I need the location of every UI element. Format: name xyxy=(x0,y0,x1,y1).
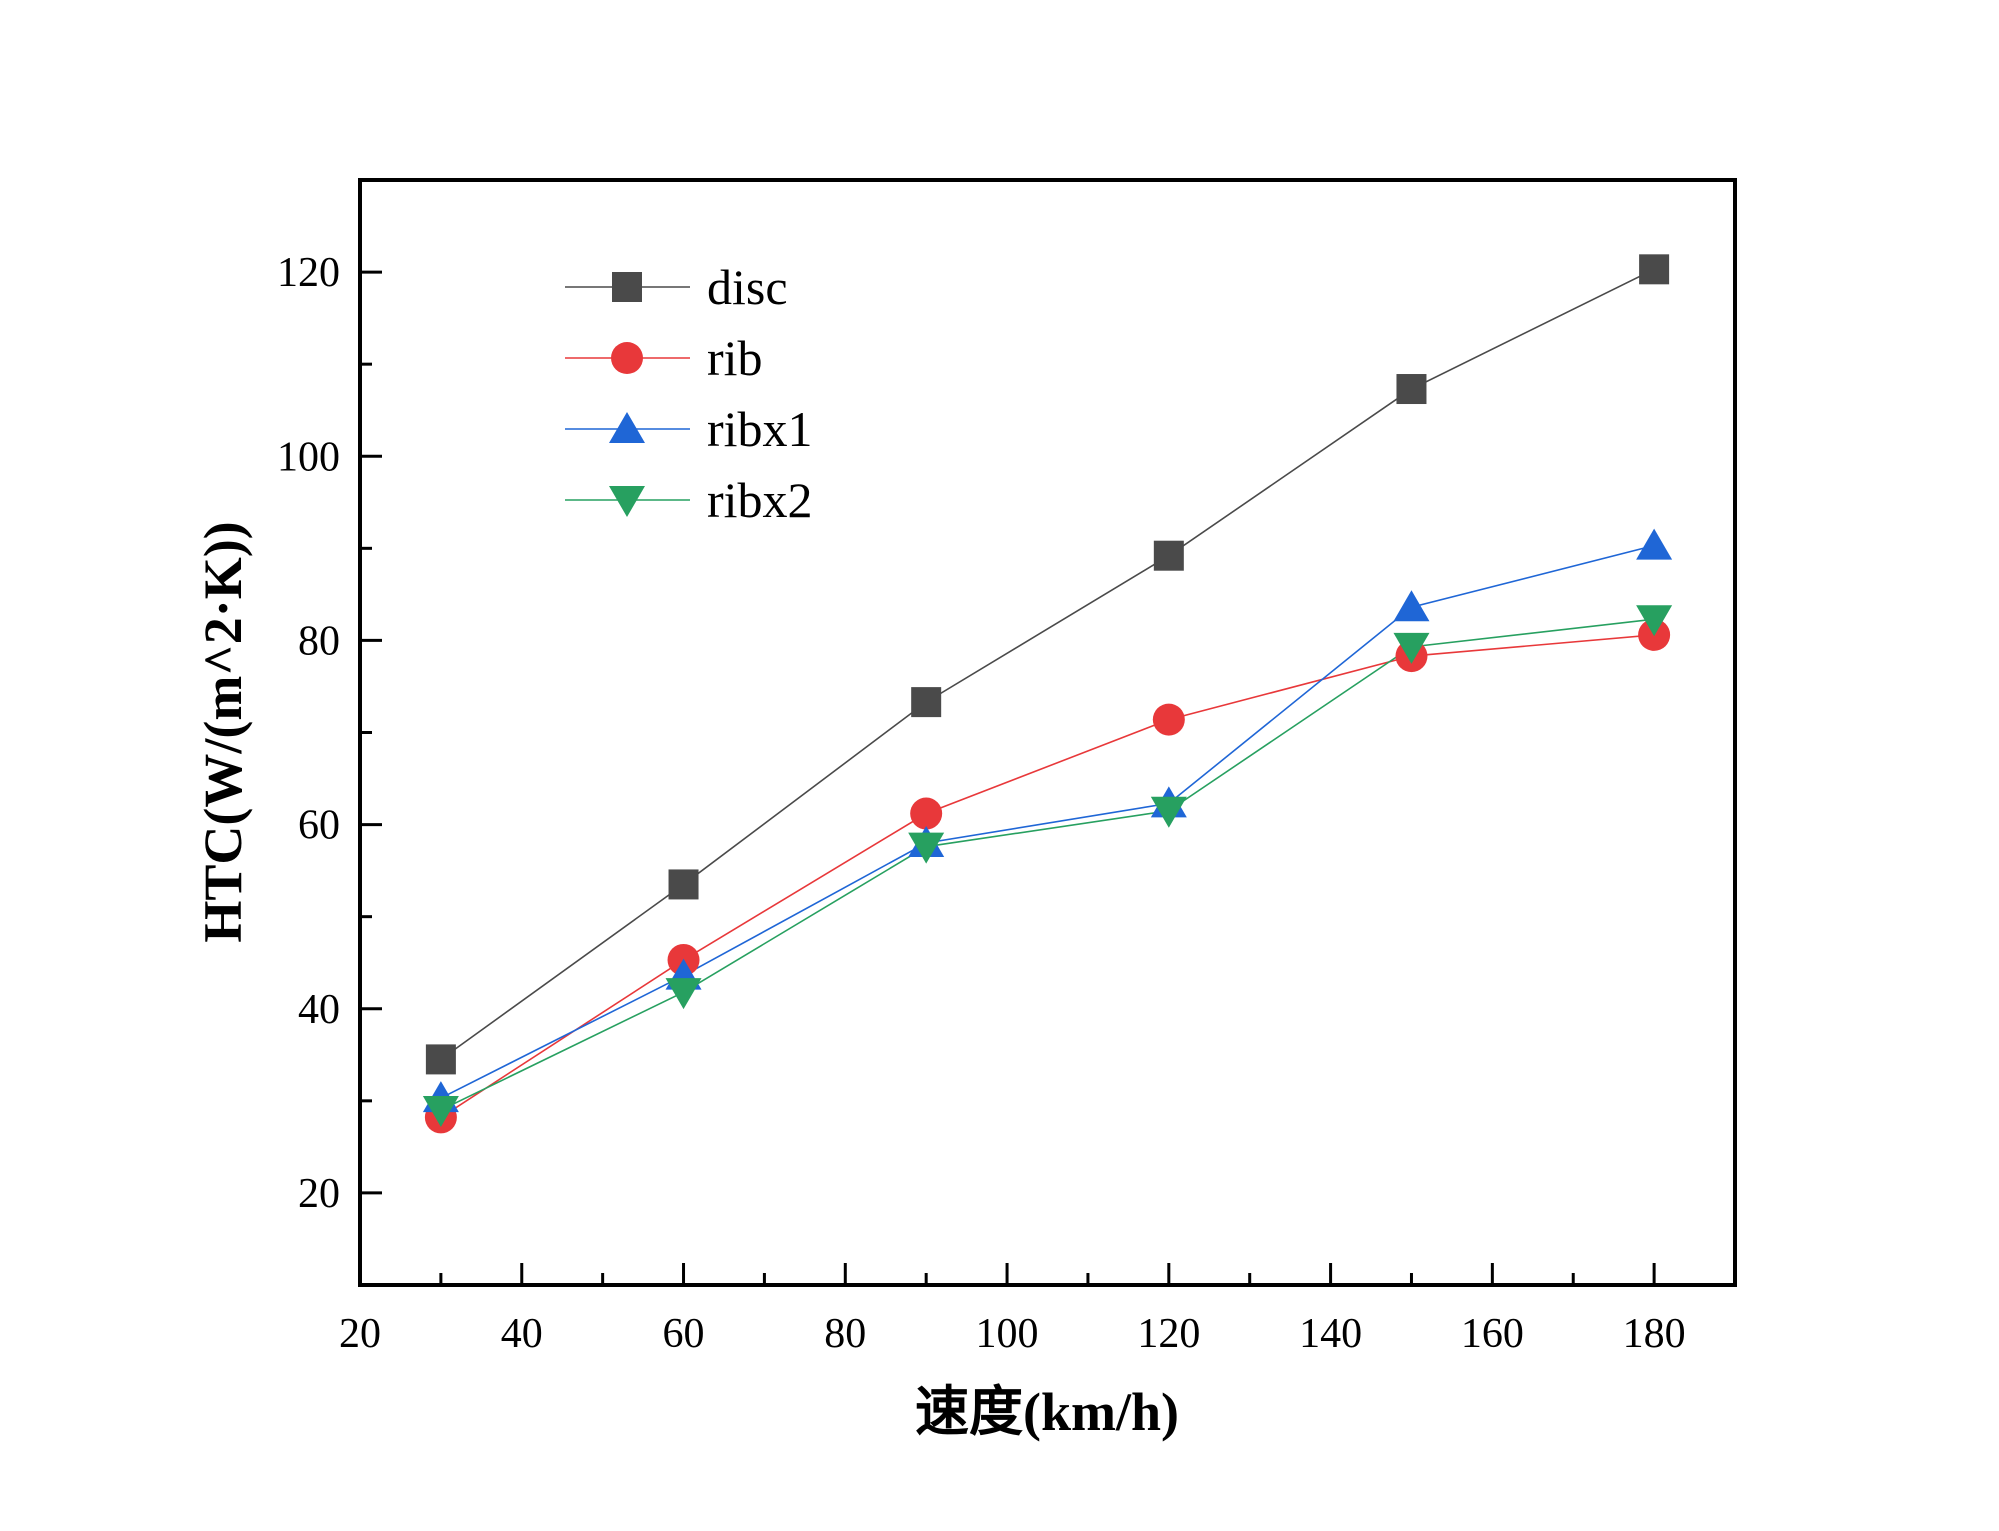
x-axis-title: 速度(km/h) xyxy=(915,1382,1179,1442)
x-tick-label: 180 xyxy=(1623,1311,1686,1357)
series-markers xyxy=(422,254,1673,1134)
legend-marker-ribx2 xyxy=(609,486,645,517)
x-tick-label: 140 xyxy=(1299,1311,1362,1357)
series-line-rib xyxy=(440,634,1655,1119)
data-point-disc xyxy=(1639,254,1670,285)
data-point-ribx2 xyxy=(908,832,945,864)
plot-frame xyxy=(358,178,1737,1287)
y-tick-label: 60 xyxy=(298,803,340,849)
y-tick-label: 20 xyxy=(298,1171,340,1217)
data-point-ribx1 xyxy=(1636,528,1673,560)
y-tick-label: 100 xyxy=(277,434,340,480)
data-point-disc xyxy=(1396,374,1427,405)
data-point-rib xyxy=(1152,703,1185,736)
x-tick-label: 120 xyxy=(1137,1311,1200,1357)
data-point-ribx2 xyxy=(1150,796,1187,828)
y-tick-label: 80 xyxy=(298,618,340,664)
y-tick-label: 40 xyxy=(298,987,340,1033)
data-point-ribx2 xyxy=(1636,605,1673,637)
series-line-disc xyxy=(440,268,1655,1061)
data-point-ribx2 xyxy=(422,1096,459,1128)
x-tick-label: 100 xyxy=(976,1311,1039,1357)
legend-marker-rib xyxy=(611,342,643,374)
legend-label-rib: rib xyxy=(707,330,763,386)
x-tick-label: 80 xyxy=(824,1311,866,1357)
legend-label-ribx2: ribx2 xyxy=(707,472,813,528)
x-axis: 20 40 60 80 100 120 140 160 180 xyxy=(339,1263,1686,1357)
x-tick-label: 20 xyxy=(339,1311,381,1357)
data-point-ribx2 xyxy=(665,978,702,1010)
series-lines xyxy=(440,268,1655,1119)
data-point-disc xyxy=(1153,540,1184,571)
legend-marker-disc xyxy=(612,272,642,302)
x-tick-label: 160 xyxy=(1461,1311,1524,1357)
data-point-disc xyxy=(425,1044,456,1075)
legend-label-disc: disc xyxy=(707,259,788,315)
y-axis-title: HTC(W/(m^2·K)) xyxy=(193,521,253,942)
legend-label-ribx1: ribx1 xyxy=(707,401,813,457)
data-point-disc xyxy=(911,687,942,718)
legend-marker-ribx1 xyxy=(609,412,645,443)
y-tick-label: 120 xyxy=(277,250,340,296)
data-point-rib xyxy=(910,797,943,830)
series-line-ribx1 xyxy=(440,544,1655,1099)
legend: disc rib ribx1 ribx2 xyxy=(565,259,813,528)
y-axis: 20 40 60 80 100 120 xyxy=(277,250,382,1217)
series-line-ribx2 xyxy=(440,618,1655,1111)
data-point-ribx2 xyxy=(1393,632,1430,664)
x-tick-label: 40 xyxy=(501,1311,543,1357)
data-point-ribx1 xyxy=(1393,590,1430,622)
data-point-disc xyxy=(668,869,699,900)
x-tick-label: 60 xyxy=(663,1311,705,1357)
